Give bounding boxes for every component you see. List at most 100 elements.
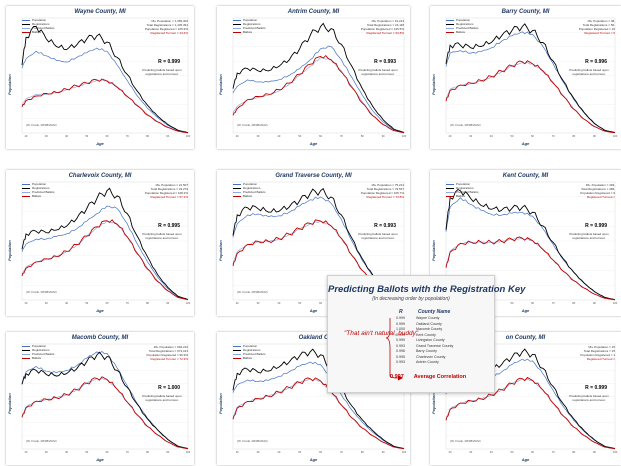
y-axis-label: Population bbox=[431, 393, 436, 415]
stat-line: 18+ Population = 48, bbox=[587, 19, 615, 23]
prediction-note: Predicting ballots based upon registrati… bbox=[569, 232, 609, 240]
x-tick-label: 50 bbox=[298, 301, 301, 305]
author-credit: (W. Frank, 08/08/2022) bbox=[26, 123, 57, 127]
y-axis-label: Population bbox=[218, 73, 223, 95]
stat-line: Population Registered = 108.2% bbox=[144, 191, 188, 195]
plot-area: 20 30 40 50 60 70 80 90 100 bbox=[21, 181, 191, 305]
x-tick-label: 80 bbox=[146, 301, 149, 305]
x-tick-label: 30 bbox=[45, 134, 48, 138]
legend-swatch bbox=[233, 187, 241, 189]
author-credit: (W. Frank, 08/08/2022) bbox=[237, 439, 268, 443]
legend-entry: Registrations bbox=[22, 22, 55, 26]
correlation-value: R = 0.996 bbox=[585, 59, 607, 65]
stat-line: Registered Turnout = bbox=[586, 195, 615, 199]
prediction-note: Predicting ballots based upon registrati… bbox=[358, 68, 398, 76]
x-axis-label: Age bbox=[309, 457, 318, 462]
x-tick-label: 100 bbox=[613, 301, 618, 305]
legend-swatch bbox=[22, 349, 30, 351]
legend-entry: Predicted Ballots bbox=[446, 26, 479, 30]
x-tick-label: 40 bbox=[277, 134, 280, 138]
legend-entry: Ballots bbox=[22, 356, 55, 360]
legend-swatch bbox=[233, 27, 241, 29]
row-county-name: Macomb County bbox=[416, 327, 443, 331]
x-tick-label: 70 bbox=[552, 450, 555, 454]
x-axis-label: Age bbox=[521, 457, 530, 462]
legend-swatch bbox=[446, 19, 454, 21]
x-tick-label: 50 bbox=[511, 450, 514, 454]
legend-swatch bbox=[22, 353, 30, 355]
x-tick-label: 70 bbox=[126, 134, 129, 138]
row-r-value: 0.996 bbox=[396, 349, 405, 353]
series-line-registrations bbox=[21, 25, 189, 134]
prediction-note: Predicting ballots based upon registrati… bbox=[358, 232, 398, 240]
x-tick-label: 50 bbox=[85, 450, 88, 454]
author-credit: (W. Frank, 08/08/2022) bbox=[450, 123, 481, 127]
legend-swatch bbox=[22, 191, 30, 193]
x-tick-label: 60 bbox=[106, 134, 109, 138]
stat-line: 18+ Population = 694,216 bbox=[153, 345, 188, 349]
stat-line: Total Registrations = 79,537 bbox=[366, 187, 404, 191]
legend-swatch bbox=[446, 183, 454, 185]
x-tick-label: 50 bbox=[511, 134, 514, 138]
stats-block: 18+ Population = 15 Total Registrations =… bbox=[580, 345, 615, 361]
x-tick-label: 90 bbox=[593, 134, 596, 138]
stat-line: Registered Turnout = 63.8% bbox=[366, 31, 404, 35]
table-row: 0.999 Oakland County bbox=[396, 322, 453, 328]
prediction-note: Predicting ballots based upon registrati… bbox=[142, 68, 182, 76]
legend-entry: Registrations bbox=[233, 22, 266, 26]
chart-title: Grand Traverse County, MI bbox=[275, 173, 352, 179]
x-tick-label: 30 bbox=[257, 134, 260, 138]
x-tick-label: 90 bbox=[382, 450, 385, 454]
plot-area: 20 30 40 50 60 70 80 90 100 bbox=[232, 17, 407, 138]
x-tick-label: 70 bbox=[552, 301, 555, 305]
x-tick-label: 70 bbox=[340, 134, 343, 138]
table-row: 0.993 Antrim County bbox=[396, 360, 453, 366]
x-tick-label: 100 bbox=[613, 450, 618, 454]
legend-swatch bbox=[233, 31, 241, 33]
stat-line: Registered Turnout = bbox=[586, 357, 615, 361]
average-label: Average Correlation bbox=[413, 374, 467, 380]
x-tick-label: 90 bbox=[166, 134, 169, 138]
series-line-ballots bbox=[232, 377, 405, 450]
stats-block: 18+ Population = 48, Total Registrations … bbox=[579, 19, 615, 35]
row-county-name: Oakland County bbox=[416, 321, 442, 326]
legend-entry: Population bbox=[22, 18, 55, 22]
x-tick-label: 80 bbox=[572, 134, 575, 138]
x-tick-label: 60 bbox=[531, 301, 534, 305]
stat-line: Total Registrations = 673,013 bbox=[149, 349, 188, 353]
legend-entry: Population bbox=[22, 182, 55, 186]
x-tick-label: 70 bbox=[126, 450, 129, 454]
correlation-value: R = 0.995 bbox=[158, 223, 180, 229]
stat-line: Population Registered = 96.9% bbox=[146, 353, 188, 357]
row-r-value: 1.000 bbox=[396, 327, 405, 331]
x-tick-label: 50 bbox=[85, 301, 88, 305]
legend-entry: Ballots bbox=[446, 30, 479, 34]
legend-swatch bbox=[446, 191, 454, 193]
x-tick-label: 60 bbox=[531, 450, 534, 454]
x-axis-label: Age bbox=[521, 308, 530, 313]
stat-line: Population Registered = 105.7% bbox=[360, 191, 404, 195]
row-county-name: Grand Traverse County bbox=[416, 343, 454, 348]
stat-line: 18+ Population = 75,214 bbox=[371, 183, 404, 187]
x-tick-label: 100 bbox=[402, 450, 407, 454]
author-credit: (W. Frank, 08/08/2022) bbox=[450, 439, 481, 443]
legend-swatch bbox=[446, 187, 454, 189]
column-header-county: County Name bbox=[418, 309, 451, 315]
stats-block: 18+ Population = 493, Total Registrations… bbox=[580, 183, 615, 199]
series-line-ballots bbox=[21, 78, 189, 134]
row-r-value: 0.999 bbox=[396, 332, 405, 337]
legend-entry: Ballots bbox=[233, 356, 266, 360]
legend-entry: Registrations bbox=[233, 348, 266, 352]
row-r-value: 0.999 bbox=[396, 321, 405, 326]
chart-title: Barry County, MI bbox=[501, 9, 550, 15]
x-tick-label: 30 bbox=[257, 450, 260, 454]
y-axis-label: Population bbox=[7, 393, 12, 415]
correlation-value: R = 0.999 bbox=[158, 59, 180, 65]
series-line-registrations bbox=[445, 23, 616, 134]
county-chart: 20 30 40 50 60 70 80 90 100 Barry County, MI Popul… bbox=[430, 6, 621, 149]
x-tick-label: 90 bbox=[593, 301, 596, 305]
series-line-ballots bbox=[445, 376, 616, 450]
series-line-registrations bbox=[232, 22, 405, 134]
stat-line: Registered Turnout = 67.1% bbox=[150, 195, 188, 199]
